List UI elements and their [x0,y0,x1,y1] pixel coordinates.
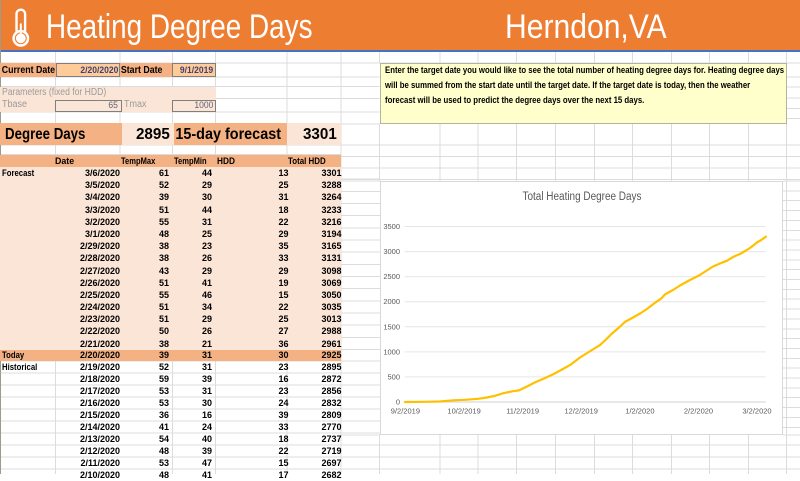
svg-text:9/2/2019: 9/2/2019 [391,407,420,416]
svg-text:11/2/2019: 11/2/2019 [506,407,539,416]
svg-text:10/2/2019: 10/2/2019 [447,407,480,416]
svg-text:1500: 1500 [383,322,400,331]
svg-text:1000: 1000 [383,347,400,356]
svg-text:Total Heating Degree Days: Total Heating Degree Days [523,191,642,203]
svg-text:3/2/2020: 3/2/2020 [742,407,771,416]
svg-text:2/2/2020: 2/2/2020 [684,407,713,416]
svg-text:3500: 3500 [383,222,400,231]
svg-text:0: 0 [396,398,400,407]
svg-text:2000: 2000 [383,297,400,306]
svg-text:3000: 3000 [383,247,400,256]
svg-text:500: 500 [387,372,400,381]
svg-text:1/2/2020: 1/2/2020 [625,407,654,416]
svg-text:12/2/2019: 12/2/2019 [565,407,598,416]
svg-text:2500: 2500 [383,272,400,281]
